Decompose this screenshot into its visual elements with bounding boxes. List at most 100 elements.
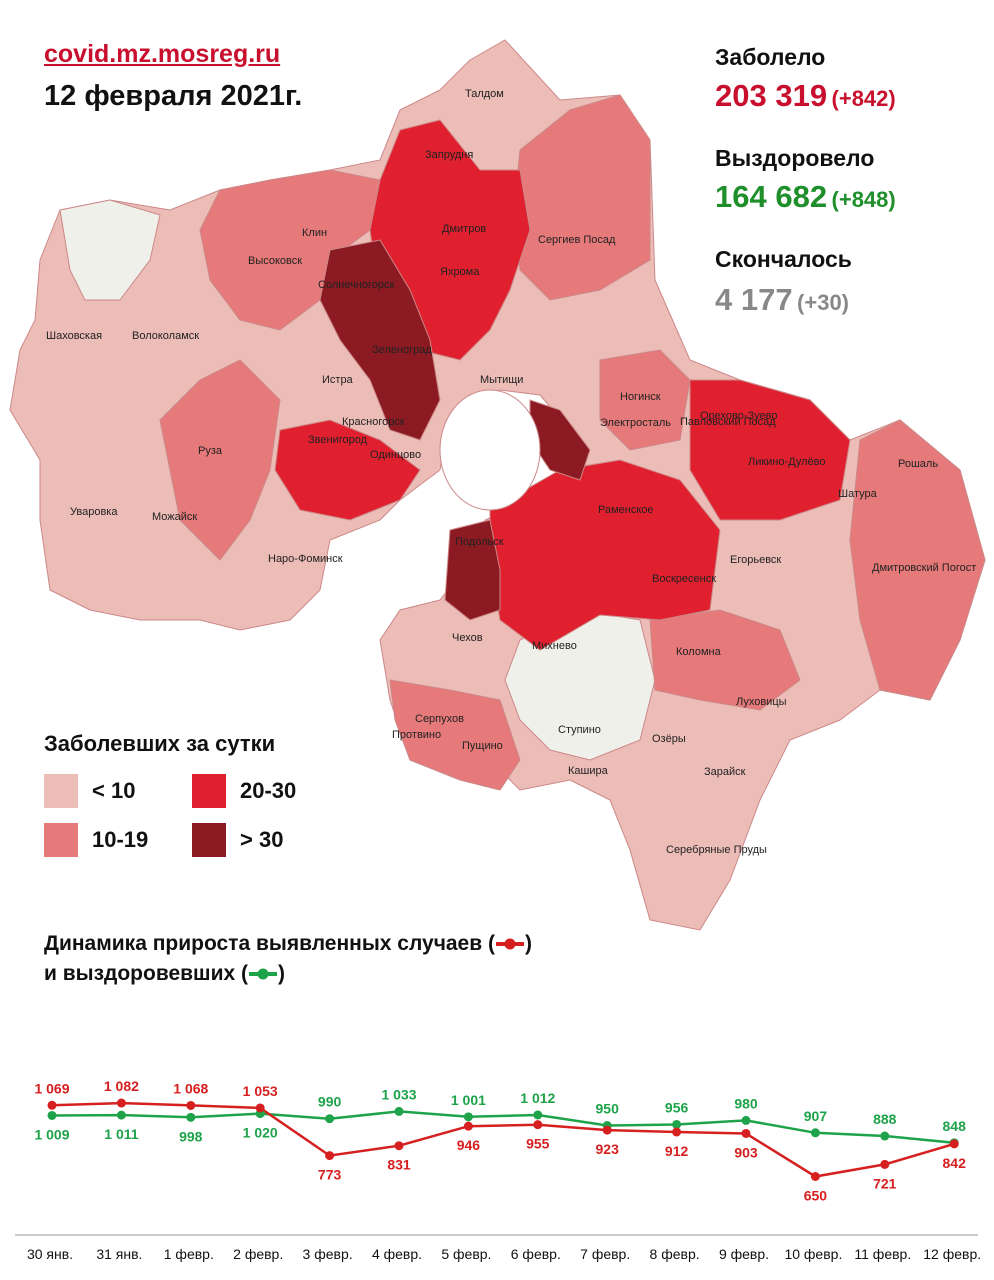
cases-point [741,1128,751,1138]
report-date: 12 февраля 2021г. [44,80,303,112]
cases-value-label: 1 082 [104,1078,139,1094]
x-tick-label: 11 февр. [854,1246,911,1262]
cases-value-label: 912 [665,1143,689,1159]
map-label: Ногинск [620,391,661,403]
map-label: Волоколамск [132,330,199,342]
cases-point [325,1151,335,1161]
recovered-point [186,1112,196,1122]
map-label: Клин [302,227,327,239]
cases-point [255,1103,265,1113]
died-label: Скончалось [715,246,852,272]
map-label: Подольск [455,536,504,548]
map-label: Сергиев Посад [538,234,616,246]
recovered-point [47,1110,57,1120]
cases-value-label: 923 [596,1141,620,1157]
cases-value-label: 842 [943,1155,967,1171]
site-link[interactable]: covid.mz.mosreg.ru [44,40,281,68]
dynamics-caption-line1: Динамика прироста выявленных случаев () [44,932,532,956]
legend-swatch-10-19 [44,823,78,857]
cases-point [47,1100,57,1110]
recovered-point [116,1110,126,1120]
region-10-19-ruza [159,359,281,561]
cases-point [533,1120,543,1130]
recovered-label: Выздоровело [715,145,875,171]
legend-label-lt10: < 10 [92,778,136,803]
region-20-30-orekhovo [689,379,851,521]
map-label: Протвино [392,729,441,741]
cases-value-label: 1 053 [243,1083,278,1099]
dynamics-line1-end: ) [524,932,532,955]
x-tick-label: 8 февр. [650,1246,700,1262]
map-label: Яхрома [440,266,480,278]
map-label: Ступино [558,724,601,736]
red-line-marker-icon [495,938,524,950]
map-label: Михнево [532,640,577,652]
map-label: Рошаль [898,458,938,470]
recovered-series-line [51,1110,955,1145]
map-label: Наро-Фоминск [268,553,343,565]
recovered-delta: (+848) [831,187,896,212]
map-label: Зарайск [704,766,746,778]
region-10-19-noginsk [599,349,691,451]
x-tick-label: 1 февр. [164,1246,214,1262]
map-label: Воскресенск [652,573,716,585]
map-label: Чехов [452,632,483,644]
recovered-point [672,1119,682,1129]
recovered-value-label: 888 [873,1111,897,1127]
region-gt30-solnechnogorsk [319,239,441,441]
x-tick-label: 3 февр. [303,1246,353,1262]
cases-point [116,1098,126,1108]
map-label: Шаховская [46,330,102,342]
map-label: Талдом [465,88,504,100]
cases-series-line [51,1101,955,1178]
map-label: Электросталь [600,417,671,429]
recovered-point [810,1128,820,1138]
recovered-value-label: 1 009 [34,1126,69,1142]
map-label: Егорьевск [730,554,781,566]
x-tick-label: 10 февр. [784,1246,842,1262]
cases-value-label: 946 [457,1137,481,1153]
recovered-value-label: 848 [943,1118,967,1134]
region-10-19-kolomna [649,609,801,711]
map-label: Кашира [568,765,609,777]
recovered-value-label: 998 [179,1128,203,1144]
x-tick-label: 12 февр. [923,1246,981,1262]
cases-value-label: 1 069 [34,1080,69,1096]
died-value: 4 177 [715,282,793,317]
legend-swatch-gt30 [192,823,226,857]
cases-point [186,1100,196,1110]
map-label: Серебряные Пруды [666,844,767,856]
legend-title: Заболевших за сутки [44,731,276,756]
map-label: Ликино-Дулёво [748,456,826,468]
dynamics-caption-line2: и выздоровевших () [44,962,285,986]
dynamics-line2-end: ) [277,962,285,985]
value-labels: 1 069 1 009 1 082 1 011 1 068 998 1 053 1 020 77… [34,1078,966,1203]
region-10-19-east [849,419,986,701]
region-10-19-serpukhov [389,679,521,791]
map-label: Мытищи [480,374,523,386]
x-tick-label: 4 февр. [372,1246,422,1262]
cases-point [394,1141,404,1151]
map-label: Серпухов [415,713,464,725]
cases-point [463,1121,473,1131]
region-gt30-podolsk [444,519,501,621]
legend-swatch-lt10 [44,774,78,808]
map-label: Раменское [598,504,654,516]
series-points [47,1098,959,1181]
recovered-value-label: 950 [596,1101,620,1117]
cases-point [949,1139,959,1149]
map-label: Дмитров [442,223,486,235]
recovered-value-label: 1 001 [451,1092,486,1108]
cases-value-label: 1 068 [173,1080,208,1096]
cases-value-label: 721 [873,1175,897,1191]
cases-point [810,1172,820,1181]
cases-value-label: 831 [387,1157,411,1173]
region-low-west [59,199,161,301]
cases-value-label: 650 [804,1188,828,1204]
infected-value: 203 319 [715,78,828,113]
cases-value-label: 903 [734,1144,758,1160]
map-label: Красногорск [342,416,405,428]
green-line-marker-icon [248,968,277,980]
map-label: Звенигород [308,434,368,446]
cases-value-label: 955 [526,1136,550,1152]
